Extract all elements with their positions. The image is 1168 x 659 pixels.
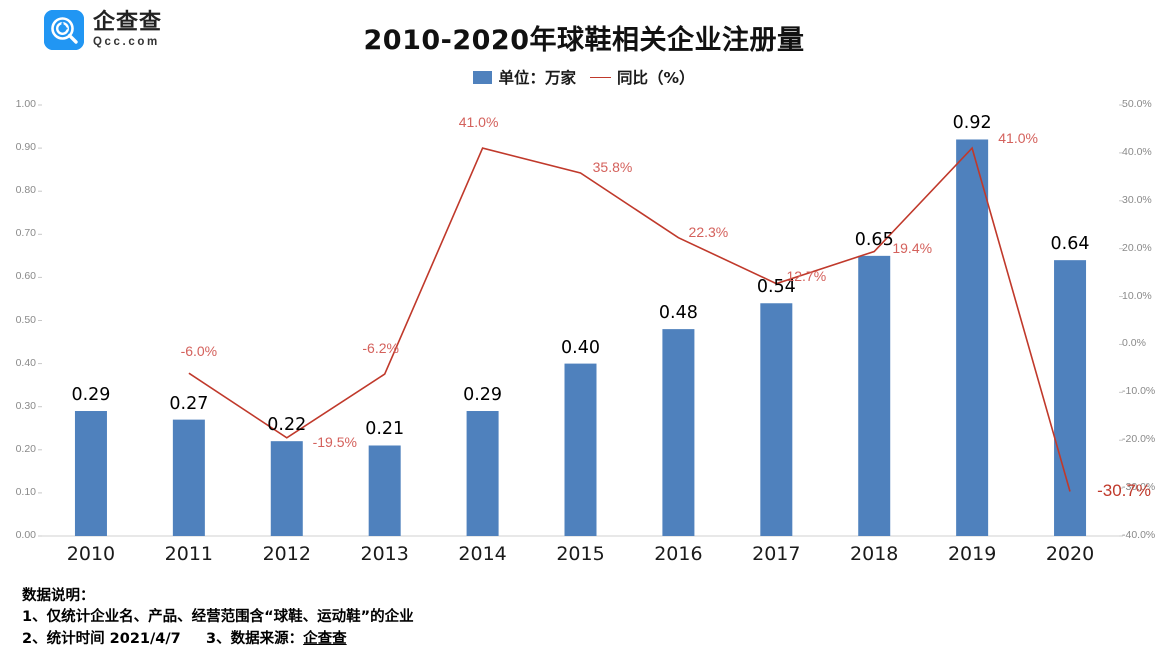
y-axis-tick-label: 0.30 — [15, 399, 36, 412]
line-value-label: 41.0% — [458, 114, 499, 131]
bar-value-label: 0.40 — [561, 337, 600, 358]
y-axis-tick-label: 0.70 — [15, 227, 36, 240]
bar-value-label: 0.92 — [952, 113, 992, 134]
line-value-label: 22.3% — [688, 223, 729, 240]
footnote-item-1: 1、仅统计企业名、产品、经营范围含“球鞋、运动鞋”的企业 — [22, 609, 414, 626]
line-value-label: 35.8% — [592, 159, 633, 175]
page-title: 2010-2020年球鞋相关企业注册量 — [363, 25, 805, 56]
legend-label-line: 同比（%） — [616, 69, 695, 87]
x-axis-tick-label: 2010 — [66, 543, 116, 565]
x-axis-tick-label: 2013 — [360, 543, 409, 565]
bar[interactable] — [956, 139, 989, 537]
bar[interactable] — [760, 303, 793, 536]
y2-axis-tick-label: 40.0% — [1122, 145, 1152, 158]
line-value-label: -6.0% — [180, 343, 218, 360]
bar-value-label: 0.27 — [169, 393, 209, 414]
footnote-source-name: 企查查 — [303, 630, 347, 647]
qcc-logo-text: 企查查 Qcc.com — [93, 9, 163, 49]
y-axis-tick-label: 0.60 — [15, 270, 36, 283]
y-axis-tick-label: 0.20 — [15, 442, 36, 455]
bar[interactable] — [270, 441, 303, 536]
bar-value-label: 0.29 — [463, 385, 503, 405]
legend-swatch-line-icon — [589, 76, 611, 78]
bar[interactable] — [564, 363, 597, 536]
bar-value-label: 0.21 — [365, 419, 405, 440]
y2-axis-tick-label: 50.0% — [1122, 98, 1152, 110]
chart-footnotes: 数据说明： 1、仅统计企业名、产品、经营范围含“球鞋、运动鞋”的企业 2、统计时… — [22, 586, 414, 650]
footnote-stat-time: 2、统计时间 2021/4/7 — [22, 630, 181, 647]
trend-line[interactable] — [188, 146, 1071, 492]
footnote-heading: 数据说明： — [22, 588, 95, 604]
y2-axis-tick-label: 30.0% — [1122, 193, 1152, 206]
y-axis-tick-label: 0.90 — [15, 141, 36, 154]
y-axis-tick-label: 0.00 — [15, 529, 36, 541]
x-axis-tick-label: 2016 — [654, 543, 703, 565]
x-axis-tick-label: 2019 — [947, 543, 997, 565]
bar-value-label: 0.29 — [71, 385, 111, 405]
y-axis-tick-label: 1.00 — [15, 98, 36, 110]
chart-header: 企查查 Qcc.com 2010-2020年球鞋相关企业注册量 — [0, 0, 1168, 62]
y2-axis-tick-label: -10.0% — [1122, 385, 1156, 398]
y-axis-tick-label: 0.80 — [15, 184, 36, 197]
y-axis-tick-label: 0.10 — [15, 485, 36, 498]
line-value-label: 19.4% — [892, 239, 933, 256]
legend-label-bars: 单位：万家 — [498, 69, 576, 87]
bar-value-label: 0.65 — [854, 229, 894, 250]
y2-axis-tick-label: 20.0% — [1122, 241, 1152, 254]
line-value-label: 12.7% — [786, 267, 827, 284]
qcc-logo-cn: 企查查 — [93, 9, 163, 35]
x-axis-tick-label: 2012 — [262, 543, 311, 565]
qcc-magnifier-logo-icon — [44, 10, 84, 50]
bar[interactable] — [662, 329, 695, 536]
x-axis-tick-label: 2018 — [850, 543, 899, 565]
bar-value-label: 0.64 — [1050, 234, 1090, 255]
legend-swatch-bar-icon — [473, 70, 493, 84]
x-axis-tick-label: 2014 — [458, 543, 507, 565]
bar-value-label: 0.48 — [658, 303, 698, 324]
bar[interactable] — [858, 255, 891, 536]
bar[interactable] — [172, 419, 205, 536]
line-value-label: -6.2% — [362, 340, 399, 357]
line-value-label: 41.0% — [998, 130, 1038, 147]
bar[interactable] — [368, 445, 401, 536]
bar[interactable] — [74, 411, 107, 536]
qcc-logo[interactable]: 企查查 Qcc.com — [44, 10, 162, 50]
footnote-source-prefix: 3、数据来源： — [206, 630, 304, 647]
bar-value-label: 0.54 — [756, 277, 796, 298]
y-axis-tick-label: 0.40 — [15, 356, 36, 369]
bar-value-label: 0.22 — [267, 415, 307, 436]
y2-axis-tick-label: 10.0% — [1122, 289, 1152, 302]
y2-axis-tick-label: -30.0% — [1122, 481, 1156, 494]
y2-axis-tick-label: -20.0% — [1122, 433, 1156, 446]
footnote-item-2: 2、统计时间 2021/4/7 3、数据来源：企查查 — [22, 629, 414, 650]
x-axis-tick-label: 2011 — [164, 543, 214, 565]
bar[interactable] — [1054, 260, 1087, 536]
bar[interactable] — [466, 411, 499, 536]
line-value-label: -30.7% — [1097, 481, 1151, 501]
qcc-logo-en: Qcc.com — [93, 35, 160, 48]
legend-item-line[interactable]: 同比（%） — [589, 66, 695, 88]
y2-axis-tick-label: -40.0% — [1122, 529, 1156, 541]
chart-legend: 单位：万家 同比（%） — [0, 66, 1168, 88]
x-axis-tick-label: 2015 — [556, 543, 605, 565]
y-axis-tick-label: 0.50 — [15, 313, 36, 326]
y2-axis-tick-label: 0.0% — [1122, 337, 1146, 350]
line-value-label: -19.5% — [312, 433, 357, 450]
x-axis-tick-label: 2020 — [1045, 543, 1095, 565]
legend-item-bars[interactable]: 单位：万家 — [473, 66, 576, 88]
x-axis-tick-label: 2017 — [752, 543, 801, 565]
